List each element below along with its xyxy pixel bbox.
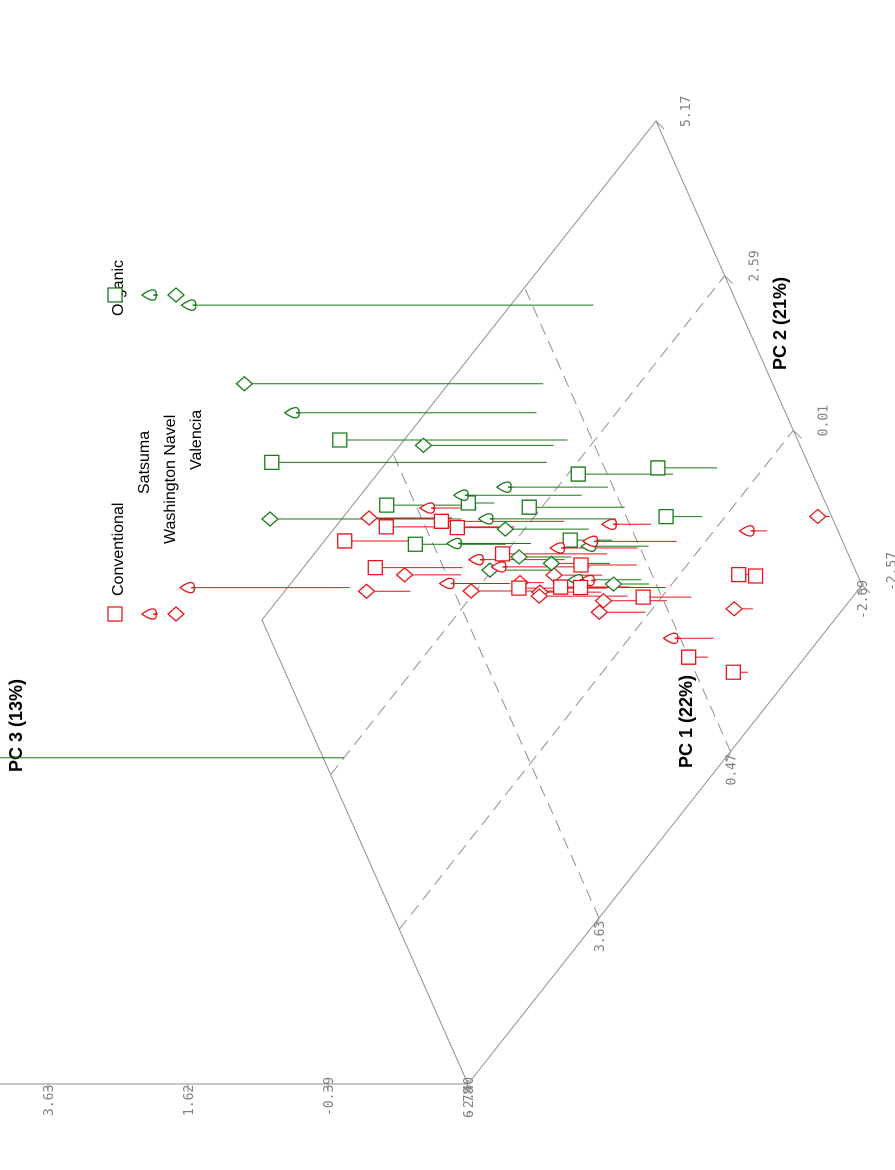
z-tick-label: -0.39	[322, 1077, 337, 1116]
point-organic-diamond	[510, 549, 529, 565]
point-organic-square	[264, 454, 280, 471]
point-organic-square	[521, 499, 537, 515]
x-axis-title: PC 1 (22%)	[676, 675, 696, 768]
floor-outline	[261, 120, 863, 1085]
data-markers	[179, 299, 827, 680]
point-conventional-spade	[419, 502, 437, 514]
point-conventional-square	[747, 568, 764, 584]
y-tick-label: 2.59	[748, 250, 763, 281]
floor-grid-line	[392, 453, 600, 919]
point-conventional-diamond	[395, 567, 414, 583]
point-conventional-diamond	[590, 604, 609, 621]
y-axis-title: PC 2 (21%)	[770, 277, 790, 370]
point-organic-spade	[180, 299, 198, 311]
point-conventional-square	[378, 519, 394, 535]
point-conventional-spade	[738, 525, 756, 537]
point-conventional-spade	[179, 581, 197, 594]
point-conventional-diamond	[357, 583, 376, 600]
point-organic-spade	[445, 537, 464, 550]
legend-variety-label: Valencia	[188, 410, 205, 470]
y-tick-label: -2.57	[885, 552, 895, 591]
point-conventional-square	[367, 559, 383, 576]
point-conventional-square	[573, 557, 589, 573]
legend-marker-square	[107, 287, 123, 303]
point-organic-square	[332, 432, 348, 448]
z-tick-label: -2.40	[462, 1077, 477, 1116]
point-conventional-spade	[438, 577, 456, 590]
point-conventional-spade	[467, 553, 485, 566]
y-tick-label: 5.17	[679, 96, 694, 127]
floor-grid-line	[330, 275, 726, 775]
point-organic-diamond	[261, 511, 279, 527]
point-organic-square	[658, 508, 674, 525]
point-conventional-square	[449, 519, 465, 536]
point-conventional-spade	[662, 632, 680, 645]
point-organic-diamond	[414, 437, 433, 454]
z-tick-label: 3.63	[42, 1085, 57, 1116]
point-organic-spade	[283, 407, 301, 419]
x-tick-label: 0.47	[725, 754, 740, 785]
point-conventional-diamond	[360, 510, 379, 526]
x-tick-mark	[857, 584, 863, 596]
point-conventional-spade	[600, 518, 619, 531]
legend-variety-label: Washington Navel	[162, 415, 179, 544]
point-organic-square	[650, 460, 666, 476]
point-conventional-diamond	[530, 588, 549, 604]
point-organic-square	[379, 497, 395, 513]
y-tick-label: 0.01	[816, 405, 831, 436]
point-conventional-diamond	[594, 592, 613, 609]
legend-group-label: Conventional	[110, 503, 127, 596]
y-tick-mark	[861, 584, 871, 594]
x-tick-label: -2.69	[856, 580, 871, 619]
x-tick-label: 3.63	[593, 921, 608, 952]
legend-marker-spade	[140, 289, 158, 301]
point-conventional-square	[433, 513, 450, 529]
point-organic-diamond	[235, 375, 254, 392]
point-organic-spade	[477, 513, 495, 525]
floor-grid-line	[398, 430, 794, 930]
chart-axes: 6.78 3.63 0.47 -2.69 -2.57 0.01 2.59 5.17 -2.40 -…	[0, 96, 895, 1118]
point-organic-diamond	[496, 521, 515, 537]
point-organic-square	[570, 466, 586, 482]
legend-variety-label: Satsuma	[136, 431, 153, 494]
x-tick-mark	[726, 751, 731, 762]
x-tick-mark	[463, 1083, 469, 1095]
point-conventional-diamond	[808, 508, 827, 525]
point-conventional-square	[635, 589, 651, 605]
legend-marker-spade	[140, 608, 158, 620]
point-organic-square	[562, 532, 578, 548]
point-conventional-spade	[582, 535, 600, 548]
point-organic-diamond	[604, 576, 623, 592]
y-tick-mark	[655, 120, 665, 130]
legend-marker-square	[107, 606, 123, 622]
legend: ConventionalOrganicSatsumaWashington Nav…	[107, 260, 205, 622]
point-conventional-square	[572, 579, 589, 596]
point-conventional-square	[337, 533, 353, 549]
point-conventional-spade	[490, 561, 508, 573]
point-organic-spade	[452, 489, 470, 501]
point-conventional-square	[494, 546, 511, 562]
z-axis-title: PC 3 (13%)	[6, 679, 26, 772]
legend-marker-diamond	[167, 606, 185, 622]
y-tick-mark	[724, 275, 734, 285]
point-conventional-square	[725, 664, 742, 680]
point-conventional-square	[680, 649, 697, 665]
x-tick-mark	[594, 917, 600, 929]
point-organic-diamond	[542, 555, 561, 572]
point-conventional-square	[511, 580, 527, 596]
z-tick-label: 1.62	[182, 1085, 197, 1116]
legend-marker-diamond	[167, 287, 185, 303]
point-conventional-square	[553, 579, 569, 595]
point-organic-spade	[495, 481, 513, 493]
floor-grid-line	[524, 287, 731, 752]
y-tick-mark	[792, 429, 802, 439]
x-tick-label: 6.78	[462, 1087, 477, 1118]
point-conventional-square	[731, 566, 747, 583]
point-organic-square	[407, 536, 424, 552]
point-conventional-spade	[549, 542, 567, 554]
point-conventional-diamond	[725, 600, 744, 617]
point-conventional-diamond	[462, 583, 481, 599]
